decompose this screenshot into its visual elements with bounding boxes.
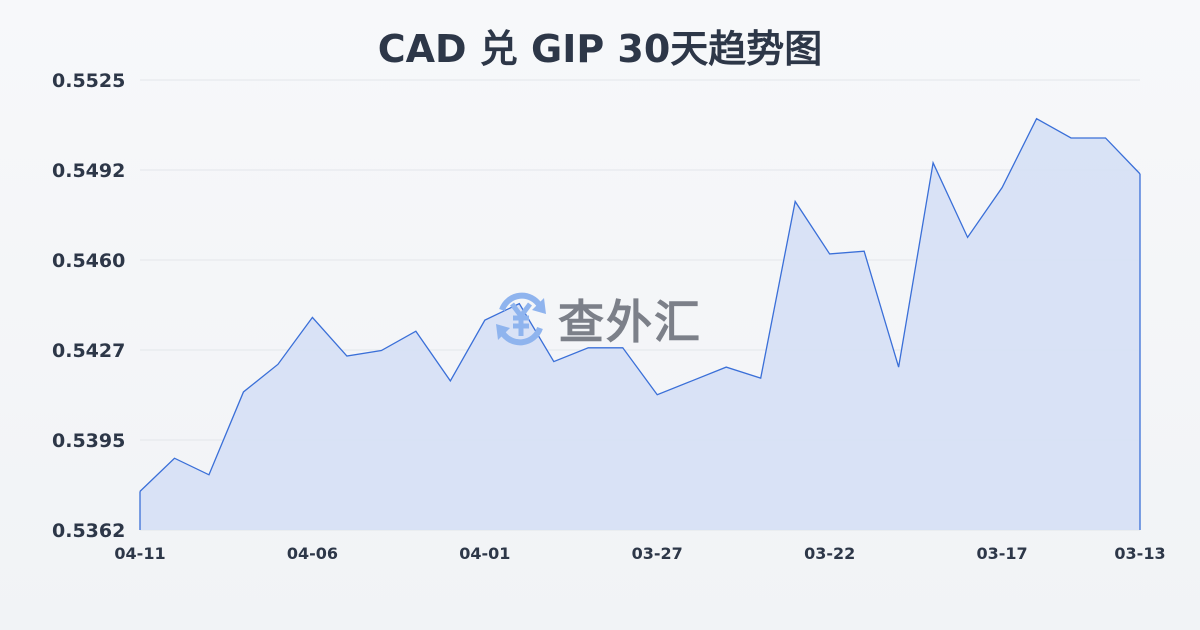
watermark: 查外汇 — [492, 286, 702, 352]
y-tick-label: 0.5427 — [52, 340, 125, 362]
y-tick-label: 0.5460 — [52, 250, 125, 272]
x-tick-label: 03-17 — [976, 544, 1027, 563]
chart-title: CAD 兑 GIP 30天趋势图 — [377, 27, 823, 71]
watermark-text: 查外汇 — [558, 295, 702, 349]
x-tick-label: 03-22 — [804, 544, 855, 563]
x-tick-label: 04-01 — [459, 544, 510, 563]
area-fill — [140, 118, 1140, 531]
x-tick-label: 04-06 — [287, 544, 338, 563]
x-tick-label: 03-13 — [1114, 544, 1165, 563]
yuan-exchange-icon — [496, 292, 546, 346]
x-tick-label: 04-11 — [114, 544, 165, 563]
y-tick-label: 0.5525 — [52, 70, 125, 92]
y-tick-label: 0.5362 — [52, 520, 125, 542]
y-tick-label: 0.5492 — [52, 160, 125, 182]
x-tick-label: 03-27 — [632, 544, 683, 563]
series-line — [139, 117, 1141, 492]
y-tick-label: 0.5395 — [52, 430, 125, 452]
